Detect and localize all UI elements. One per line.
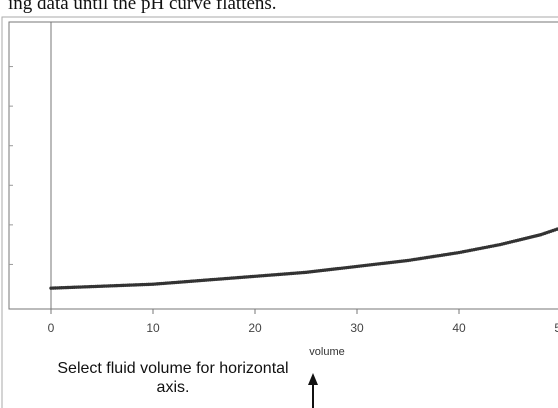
x-tick-label: 30 [350, 321, 364, 335]
x-tick-label: 20 [248, 321, 262, 335]
x-ticks: 0102030405060708090 [48, 309, 558, 335]
plot-area-frame [8, 21, 558, 310]
x-tick-label: 10 [146, 321, 160, 335]
page-caption: ing data until the pH curve flattens. [8, 0, 277, 14]
x-axis-label: volume [309, 346, 344, 358]
x-tick-label: 40 [452, 321, 466, 335]
up-arrow-icon [305, 373, 321, 408]
instruction-text: Select fluid volume for horizontal axis. [57, 360, 289, 396]
data-series [49, 227, 558, 290]
y-ticks [9, 66, 13, 265]
x-tick-label: 0 [48, 321, 55, 335]
chart-border [1, 16, 558, 408]
x-tick-label: 50 [554, 321, 558, 335]
